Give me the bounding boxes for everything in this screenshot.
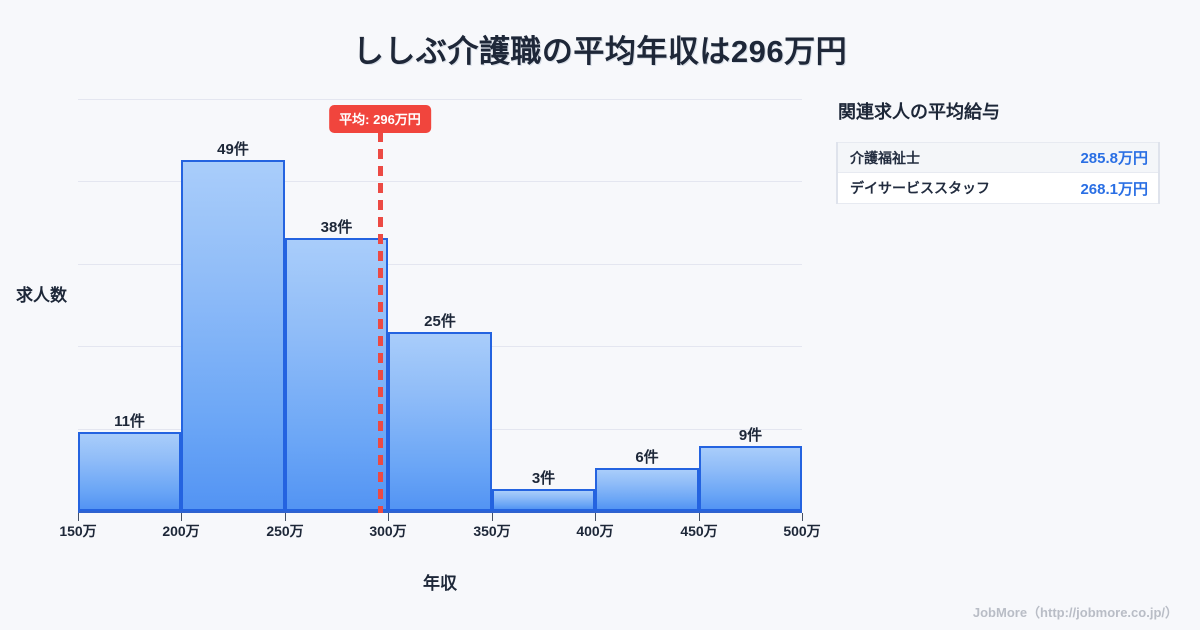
bar-value-label: 6件 (635, 449, 659, 466)
page-title: ししぶ介護職の平均年収は296万円 (352, 34, 848, 69)
related-salary-table: 介護福祉士 285.8万円デイサービススタッフ 268.1万円 (836, 142, 1160, 204)
x-axis-line (78, 511, 802, 513)
bar-value-label: 3件 (531, 470, 556, 487)
x-axis-tick-label: 200万 (162, 523, 200, 539)
related-salary-heading: 関連求人の平均給与 (838, 102, 1000, 122)
gridline (78, 181, 802, 183)
bar (285, 238, 388, 511)
bar-value-label: 25件 (424, 313, 456, 330)
plot-area: 11件 49件 38件 25件 3件 6件 9件 (78, 95, 802, 511)
related-salary-job-name: 介護福祉士 (850, 149, 920, 166)
x-axis-tick (699, 513, 700, 521)
x-axis-tick-label: 350万 (473, 523, 511, 539)
x-axis-tick (388, 513, 389, 521)
x-axis-tick-label: 150万 (59, 523, 97, 539)
bar-value-label: 9件 (738, 427, 763, 444)
x-axis-tick-label: 400万 (576, 523, 614, 539)
bar (492, 489, 595, 511)
related-salary-value: 285.8万円 (1080, 150, 1148, 167)
average-line (378, 132, 383, 513)
related-salary-panel: 関連求人の平均給与 介護福祉士 285.8万円デイサービススタッフ 268.1万円 (836, 98, 1160, 204)
average-badge: 平均: 296万円 (329, 105, 431, 133)
x-axis-tick (492, 513, 493, 521)
histogram-chart: 求人数 年収 11件 49件 38件 25件 3件 6件 9件 150万 200万 250万 30… (16, 95, 821, 593)
x-axis-tick (595, 513, 596, 521)
bar-value-label: 49件 (217, 141, 249, 158)
x-axis-tick (802, 513, 803, 521)
gridline (78, 263, 802, 265)
x-axis-tick-label: 250万 (266, 523, 304, 539)
y-axis-title: 求人数 (16, 286, 67, 305)
watermark: JobMore（http://jobmore.co.jp/） (972, 605, 1178, 620)
bar (595, 468, 699, 511)
gridline (78, 98, 802, 100)
bar-value-label: 38件 (320, 219, 353, 236)
bar (699, 446, 802, 511)
related-salary-row[interactable]: デイサービススタッフ 268.1万円 (838, 173, 1158, 204)
related-salary-value: 268.1万円 (1080, 180, 1148, 198)
x-axis-tick-label: 500万 (783, 523, 821, 539)
x-axis-tick-label: 450万 (680, 523, 718, 539)
bar-value-label: 11件 (114, 413, 145, 430)
bar (78, 432, 181, 511)
related-salary-job-name: デイサービススタッフ (850, 180, 990, 196)
x-axis-title: 年収 (423, 574, 457, 593)
related-salary-row[interactable]: 介護福祉士 285.8万円 (838, 142, 1158, 173)
x-axis-tick (285, 513, 286, 521)
bar (388, 332, 492, 511)
bar (181, 160, 285, 511)
x-axis-tick (78, 513, 79, 521)
x-axis-tick-label: 300万 (369, 523, 407, 539)
x-axis-tick (181, 513, 182, 521)
